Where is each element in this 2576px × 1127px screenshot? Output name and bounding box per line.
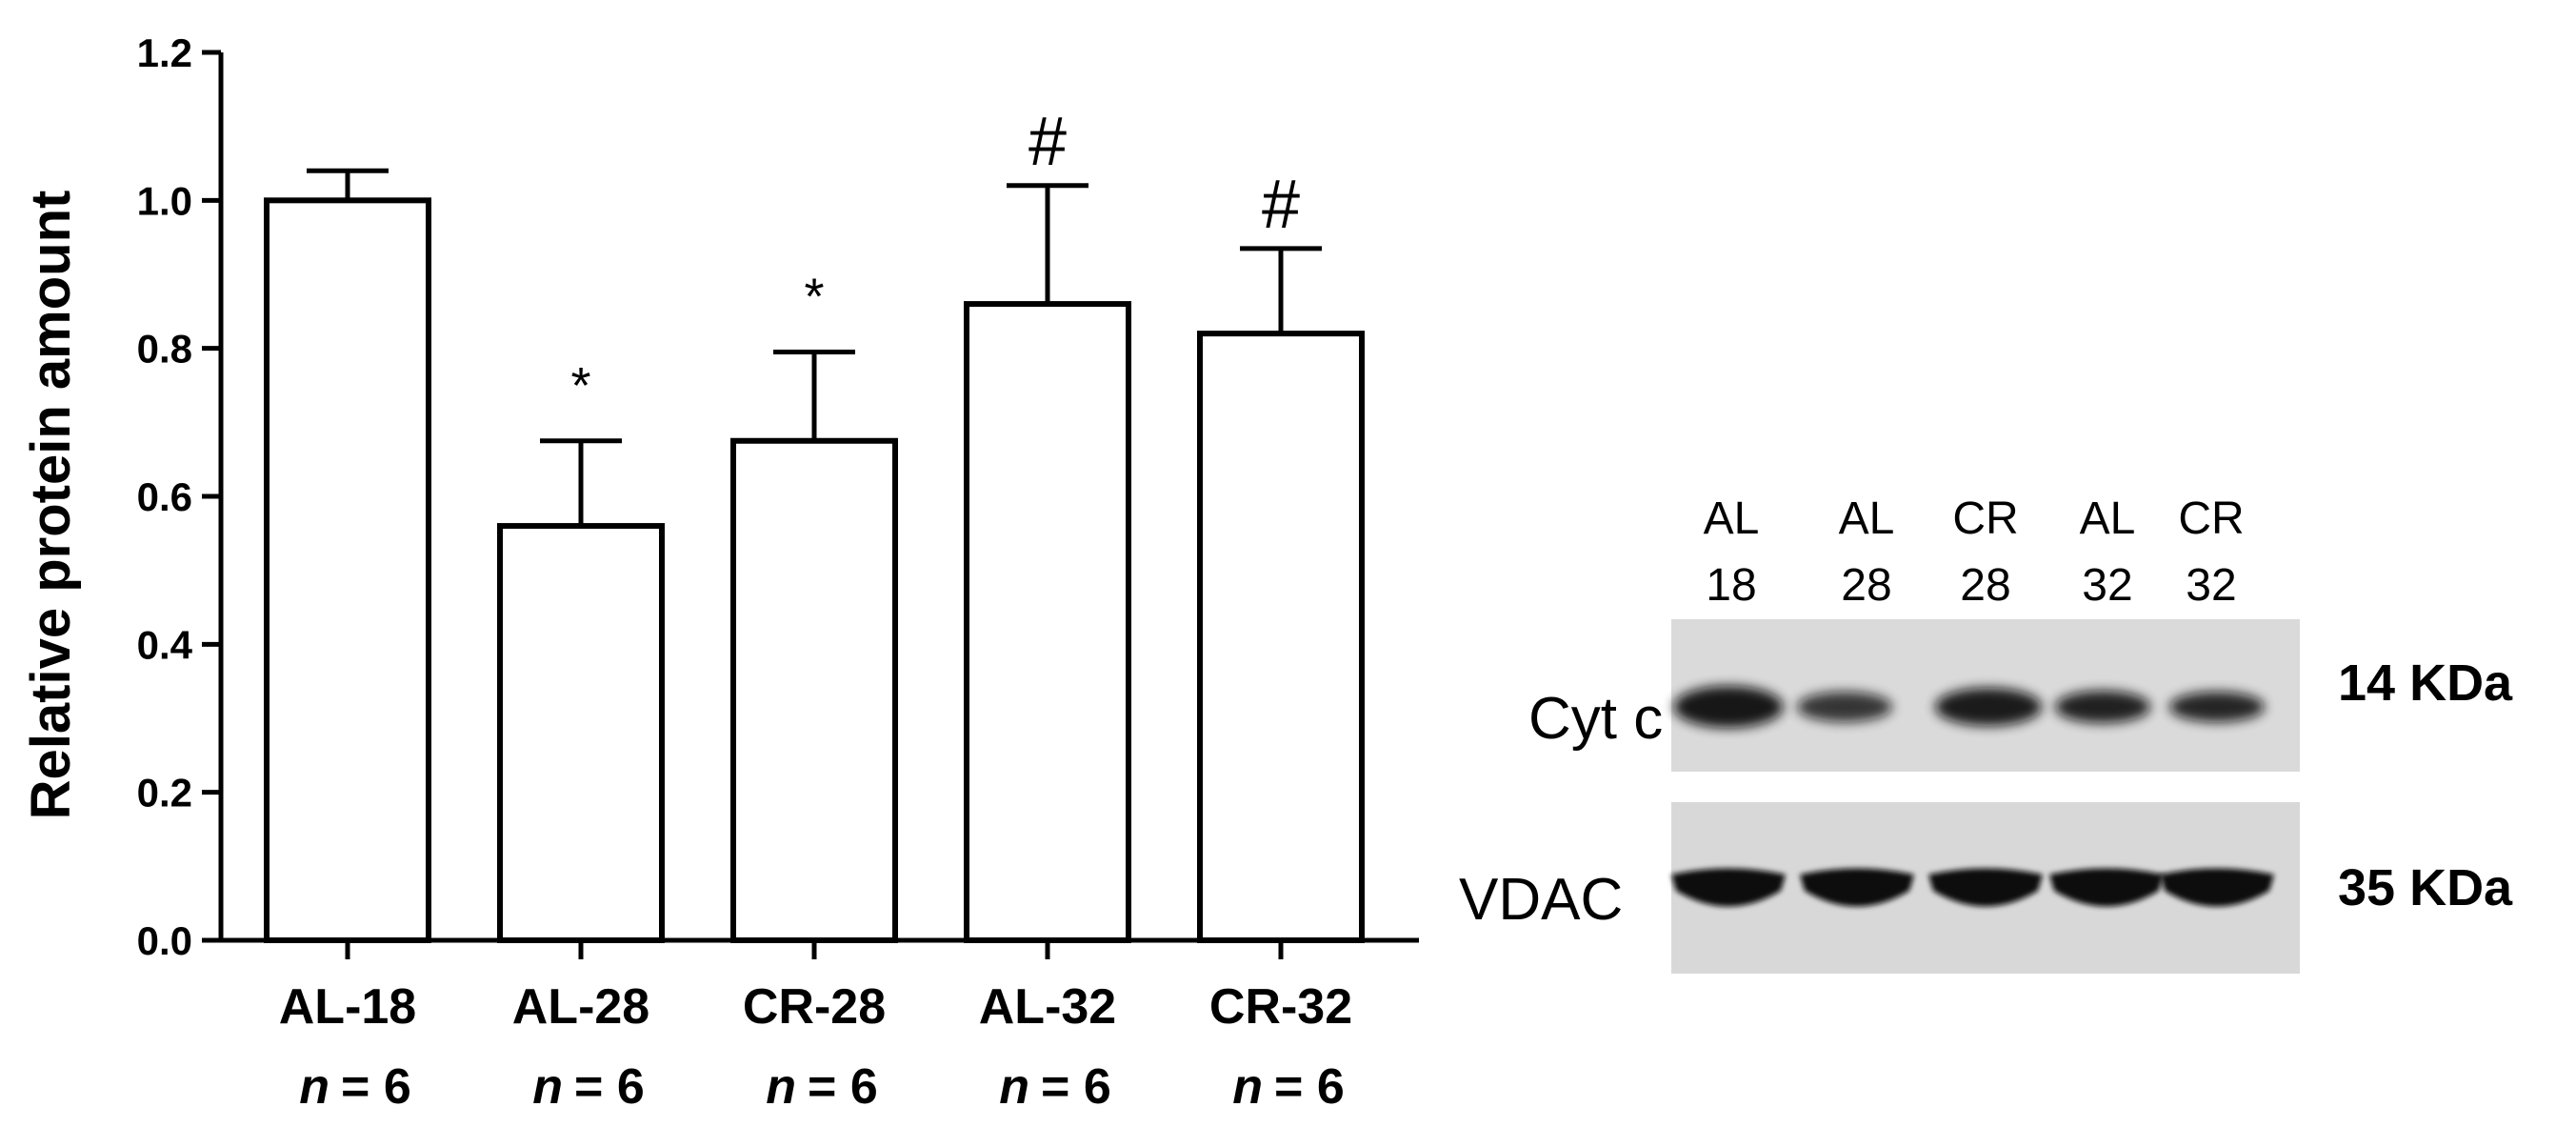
band-vdac bbox=[2160, 868, 2274, 907]
lane-label-top: AL bbox=[1839, 493, 1895, 544]
sample-size-label: n = 6 bbox=[999, 1059, 1111, 1115]
blot-row-label-vdac: VDAC bbox=[1459, 867, 1623, 933]
sample-size-label: n = 6 bbox=[1232, 1059, 1345, 1115]
category-label-al-18: AL-18 bbox=[279, 979, 416, 1035]
sample-size-symbol: n bbox=[1232, 1059, 1263, 1115]
western-blot: AL 18 AL 28 CR 28 AL 32 CR 32 Cyt c VDAC 14 KDa 3… bbox=[1459, 493, 2513, 974]
lane-label-top: AL bbox=[1704, 493, 1760, 544]
blot-row-label-cyt-c: Cyt c bbox=[1528, 686, 1663, 752]
lane-label-top: AL bbox=[2080, 493, 2136, 544]
band-vdac bbox=[1671, 868, 1786, 907]
blot-weight-vdac: 35 KDa bbox=[2338, 859, 2513, 916]
lane-label-bottom: 32 bbox=[2186, 560, 2236, 611]
sample-size-value: = 6 bbox=[574, 1059, 645, 1115]
sample-size-value: = 6 bbox=[1041, 1059, 1111, 1115]
bar-al-32 bbox=[964, 301, 1131, 944]
band-vdac bbox=[2049, 868, 2164, 907]
bar-cr-28 bbox=[730, 437, 898, 943]
band-vdac bbox=[1928, 868, 2043, 907]
category-label-al-28: AL-28 bbox=[512, 979, 649, 1035]
band-cyt-c bbox=[2169, 692, 2265, 722]
lane-label-top: CR bbox=[2178, 493, 2244, 544]
sample-size-value: = 6 bbox=[341, 1059, 411, 1115]
sample-size-label: n = 6 bbox=[299, 1059, 411, 1115]
category-label-cr-28: CR-28 bbox=[743, 979, 886, 1035]
y-tick-label: 0.8 bbox=[137, 327, 192, 372]
sample-size-value: = 6 bbox=[808, 1059, 878, 1115]
sample-size-symbol: n bbox=[532, 1059, 563, 1115]
blot-lane-labels: AL 18 AL 28 CR 28 AL 32 CR 32 bbox=[1704, 493, 2245, 611]
significance-mark-al-32: # bbox=[1028, 104, 1067, 180]
sample-size-label: n = 6 bbox=[766, 1059, 878, 1115]
band-vdac bbox=[1800, 868, 1914, 907]
lane-label-bottom: 28 bbox=[1960, 560, 2010, 611]
y-tick-label: 0.6 bbox=[137, 474, 192, 519]
blot-bands bbox=[1671, 686, 2274, 907]
sample-size-symbol: n bbox=[999, 1059, 1029, 1115]
y-axis-ticks: 0.0 0.2 0.4 0.6 0.8 1.0 1.2 bbox=[137, 30, 221, 963]
y-tick-label: 1.2 bbox=[137, 30, 192, 75]
category-label-al-32: AL-32 bbox=[979, 979, 1116, 1035]
band-cyt-c bbox=[2055, 691, 2150, 723]
lane-label-bottom: 28 bbox=[1841, 560, 1891, 611]
y-tick-label: 0.0 bbox=[137, 918, 192, 963]
blot-weight-cyt-c: 14 KDa bbox=[2338, 654, 2513, 712]
y-tick-label: 1.0 bbox=[137, 178, 192, 223]
lane-label-top: CR bbox=[1952, 493, 2018, 544]
sample-size-symbol: n bbox=[299, 1059, 329, 1115]
x-axis-labels: AL-18n = 6AL-28n = 6CR-28n = 6AL-32n = 6CR-3… bbox=[279, 940, 1352, 1115]
sample-size-label: n = 6 bbox=[532, 1059, 645, 1115]
bars: * * # # bbox=[264, 104, 1365, 944]
bar-cr-32 bbox=[1197, 331, 1365, 943]
y-tick-label: 0.2 bbox=[137, 771, 192, 815]
band-cyt-c bbox=[1673, 686, 1784, 728]
significance-mark-al-28: * bbox=[570, 357, 590, 414]
y-tick-label: 0.4 bbox=[137, 622, 193, 667]
sample-size-value: = 6 bbox=[1274, 1059, 1345, 1115]
significance-mark-cr-28: * bbox=[804, 269, 824, 326]
y-axis-label: Relative protein amount bbox=[20, 191, 82, 820]
sample-size-symbol: n bbox=[766, 1059, 796, 1115]
band-cyt-c bbox=[1935, 688, 2042, 726]
category-label-cr-32: CR-32 bbox=[1209, 979, 1352, 1035]
lane-label-bottom: 18 bbox=[1706, 560, 1756, 611]
bar-chart: Relative protein amount 0.0 0.2 0.4 0.6 0.8 1… bbox=[20, 30, 1419, 1115]
lane-label-bottom: 32 bbox=[2082, 560, 2132, 611]
bar-al-18 bbox=[264, 197, 431, 944]
band-cyt-c bbox=[1797, 692, 1892, 722]
significance-mark-cr-32: # bbox=[1262, 167, 1300, 243]
bar-al-28 bbox=[497, 523, 665, 943]
